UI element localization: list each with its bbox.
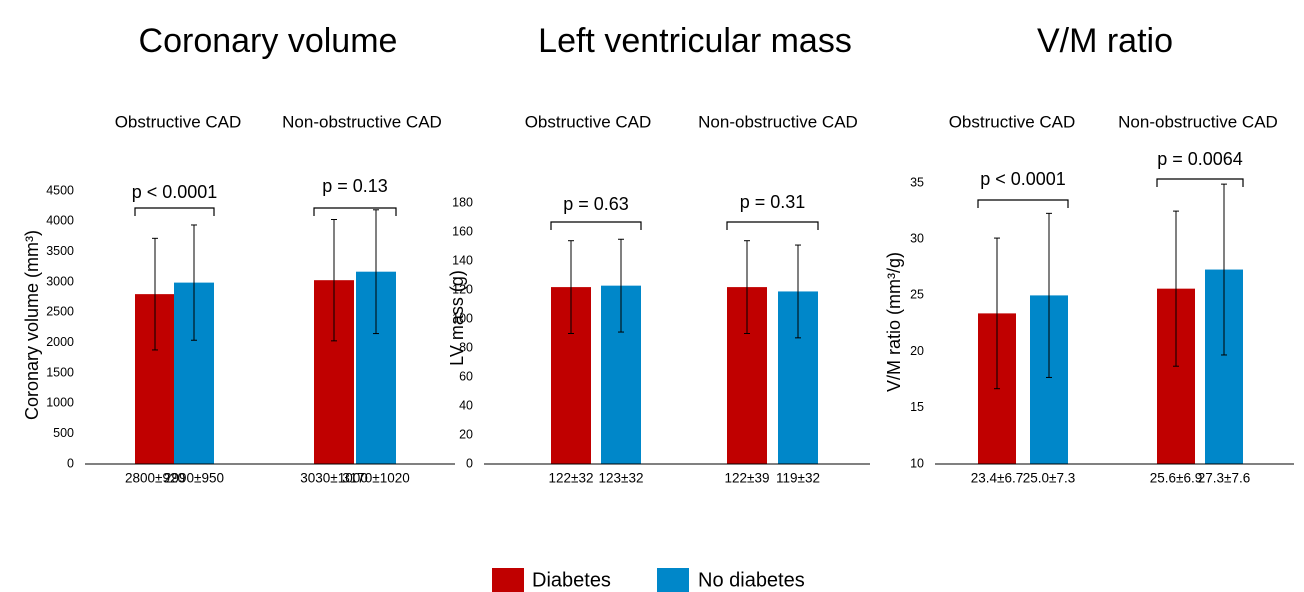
p-value-label: p = 0.0064 <box>1157 149 1243 169</box>
y-tick-label: 100 <box>452 311 473 325</box>
y-axis-label: Coronary volume (mm³) <box>22 230 42 420</box>
group-label: Non-obstructive CAD <box>282 112 442 131</box>
p-value-label: p = 0.13 <box>322 176 388 196</box>
value-label: 123±32 <box>599 471 644 486</box>
p-value-label: p < 0.0001 <box>980 169 1066 189</box>
value-label: 2990±950 <box>164 471 224 486</box>
y-tick-label: 160 <box>452 224 473 238</box>
y-tick-label: 3500 <box>46 244 74 258</box>
y-tick-label: 30 <box>910 231 924 245</box>
value-label: 3170±1020 <box>342 471 409 486</box>
chart-panel-1: Left ventricular mass Obstructive CAD Non-… <box>447 22 870 486</box>
value-label: 25.0±7.3 <box>1023 471 1075 486</box>
value-label: 122±39 <box>725 471 770 486</box>
y-tick-label: 0 <box>466 456 473 470</box>
legend: Diabetes No diabetes <box>492 568 805 592</box>
p-value-label: p < 0.0001 <box>132 182 218 202</box>
significance-bracket <box>726 221 819 230</box>
y-axis-label: V/M ratio (mm³/g) <box>884 252 904 392</box>
significance-bracket <box>134 207 215 216</box>
y-tick-label: 140 <box>452 253 473 267</box>
group-label: Obstructive CAD <box>525 112 652 131</box>
y-tick-label: 2000 <box>46 335 74 349</box>
panel-title: Coronary volume <box>139 22 398 60</box>
group-label: Non-obstructive CAD <box>698 112 858 131</box>
y-tick-label: 2500 <box>46 305 74 319</box>
group-label: Non-obstructive CAD <box>1118 112 1278 131</box>
significance-bracket <box>313 207 397 216</box>
y-tick-label: 35 <box>910 175 924 189</box>
y-tick-label: 60 <box>459 369 473 383</box>
y-tick-label: 500 <box>53 426 74 440</box>
panel-title: V/M ratio <box>1037 22 1173 60</box>
group-label: Obstructive CAD <box>115 112 242 131</box>
y-tick-label: 20 <box>910 344 924 358</box>
panel-title: Left ventricular mass <box>538 22 852 60</box>
y-axis-label: LV mass (g) <box>447 270 467 366</box>
y-tick-label: 10 <box>910 456 924 470</box>
y-tick-label: 0 <box>67 456 74 470</box>
value-label: 2800±920 <box>125 471 185 486</box>
value-label: 25.6±6.9 <box>1150 471 1202 486</box>
y-tick-label: 40 <box>459 398 473 412</box>
y-tick-label: 180 <box>452 195 473 209</box>
value-label: 23.4±6.7 <box>971 471 1023 486</box>
legend-swatch-no_diabetes <box>657 568 689 592</box>
value-label: 27.3±7.6 <box>1198 471 1250 486</box>
chart-panel-2: V/M ratio Obstructive CAD Non-obstructive … <box>884 22 1294 486</box>
legend-swatch-diabetes <box>492 568 524 592</box>
y-tick-label: 20 <box>459 427 473 441</box>
y-tick-label: 25 <box>910 288 924 302</box>
p-value-label: p = 0.63 <box>563 194 629 214</box>
p-value-label: p = 0.31 <box>740 192 806 212</box>
legend-label: Diabetes <box>532 569 611 591</box>
significance-bracket <box>1156 178 1244 187</box>
y-tick-label: 80 <box>459 340 473 354</box>
y-tick-label: 3000 <box>46 274 74 288</box>
group-label: Obstructive CAD <box>949 112 1076 131</box>
value-label: 122±32 <box>549 471 594 486</box>
y-tick-label: 4500 <box>46 183 74 197</box>
y-tick-label: 1000 <box>46 396 74 410</box>
y-tick-label: 1500 <box>46 365 74 379</box>
significance-bracket <box>977 199 1069 208</box>
legend-label: No diabetes <box>698 569 805 591</box>
y-tick-label: 4000 <box>46 214 74 228</box>
y-tick-label: 15 <box>910 400 924 414</box>
significance-bracket <box>550 221 642 230</box>
value-label: 3030±1000 <box>300 471 367 486</box>
chart-panel-0: Coronary volume Obstructive CAD Non-obstru… <box>22 22 455 486</box>
value-label: 119±32 <box>776 471 820 486</box>
y-tick-label: 120 <box>452 282 473 296</box>
